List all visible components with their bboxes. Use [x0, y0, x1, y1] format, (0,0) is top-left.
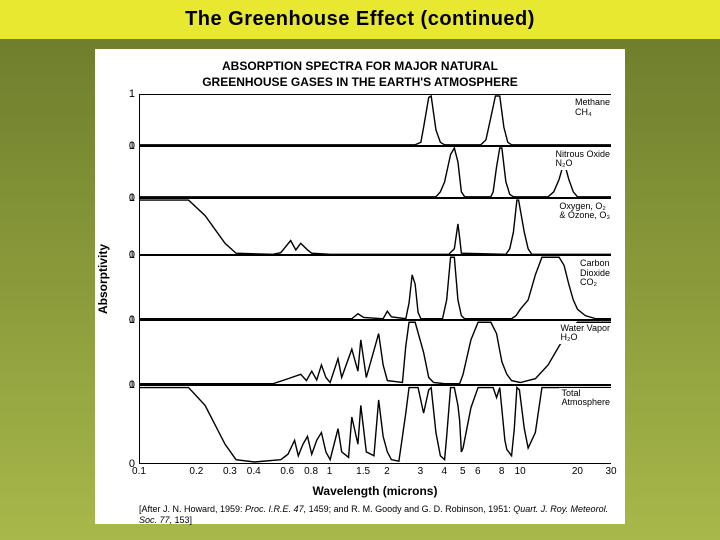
x-tick: 8 — [499, 466, 505, 477]
slide-title: The Greenhouse Effect (continued) — [20, 8, 700, 31]
spectrum-panel: Water Vapor H₂O — [140, 320, 611, 385]
x-tick: 1.5 — [356, 466, 370, 477]
y-tick: 1 — [129, 140, 135, 152]
x-tick: 2 — [384, 466, 390, 477]
figure-container: ABSORPTION SPECTRA FOR MAJOR NATURAL GRE… — [0, 39, 720, 534]
y-tick-column: 010101010101 — [109, 94, 139, 464]
cite-ital1: Proc. I.R.E. 47, — [245, 504, 306, 514]
x-tick: 20 — [572, 466, 583, 477]
y-tick: 1 — [129, 88, 135, 100]
y-tick: 1 — [129, 314, 135, 326]
cite-end: 153] — [172, 515, 192, 525]
spectrum-panel: Total Atmosphere — [140, 385, 611, 465]
panel-label: Carbon Dioxide CO₂ — [578, 258, 612, 288]
panel-label: Methane CH₄ — [573, 97, 612, 118]
chart-area: Absorptivity 010101010101 Methane CH₄Nit… — [109, 94, 611, 464]
spectrum-panel: Oxygen, O₂ & Ozone, O₃ — [140, 198, 611, 255]
y-axis-label: Absorptivity — [96, 244, 110, 314]
x-tick: 0.2 — [189, 466, 203, 477]
y-tick: 1 — [129, 249, 135, 261]
spectrum-panel: Nitrous Oxide N₂O — [140, 146, 611, 198]
figure-title-line2: GREENHOUSE GASES IN THE EARTH'S ATMOSPHE… — [202, 75, 518, 89]
x-tick: 0.8 — [304, 466, 318, 477]
figure-citation: [After J. N. Howard, 1959: Proc. I.R.E. … — [109, 504, 611, 527]
absorption-spectra-figure: ABSORPTION SPECTRA FOR MAJOR NATURAL GRE… — [95, 49, 625, 524]
cite-prefix: [After J. N. Howard, 1959: — [139, 504, 245, 514]
x-axis-ticks: 0.10.20.30.40.60.811.5234568102030 — [139, 464, 611, 482]
panel-label: Water Vapor H₂O — [558, 323, 612, 344]
panel-label: Total Atmosphere — [559, 388, 612, 409]
x-tick: 6 — [475, 466, 481, 477]
x-axis-label: Wavelength (microns) — [139, 484, 611, 498]
spectrum-panel: Carbon Dioxide CO₂ — [140, 255, 611, 320]
figure-title-line1: ABSORPTION SPECTRA FOR MAJOR NATURAL — [222, 59, 498, 73]
x-tick: 0.6 — [280, 466, 294, 477]
y-tick: 1 — [129, 192, 135, 204]
x-tick: 10 — [515, 466, 526, 477]
x-tick: 30 — [605, 466, 616, 477]
y-tick: 1 — [129, 379, 135, 391]
x-tick: 0.4 — [247, 466, 261, 477]
x-tick: 0.3 — [223, 466, 237, 477]
x-tick: 1 — [327, 466, 333, 477]
slide-title-bar: The Greenhouse Effect (continued) — [0, 0, 720, 39]
x-tick: 5 — [460, 466, 466, 477]
x-tick: 3 — [418, 466, 424, 477]
spectrum-panel: Methane CH₄ — [140, 94, 611, 146]
panels-column: Methane CH₄ Nitrous Oxide N₂O Oxygen, O₂ &… — [139, 94, 611, 464]
panel-label: Nitrous Oxide N₂O — [553, 149, 612, 170]
x-tick: 0.1 — [132, 466, 146, 477]
cite-mid: 1459; and R. M. Goody and G. D. Robinson… — [306, 504, 513, 514]
x-tick: 4 — [441, 466, 447, 477]
panel-label: Oxygen, O₂ & Ozone, O₃ — [557, 201, 612, 222]
figure-title: ABSORPTION SPECTRA FOR MAJOR NATURAL GRE… — [109, 59, 611, 90]
